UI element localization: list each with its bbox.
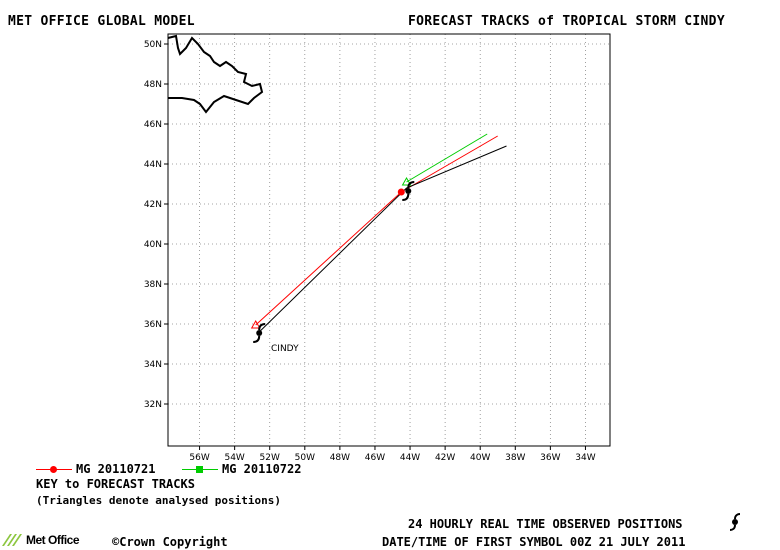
storm-name-label: CINDY (271, 344, 299, 354)
met-office-logo[interactable]: Met Office (2, 532, 82, 548)
lon-label: 56W (189, 453, 209, 463)
met-office-logo-text: Met Office (26, 533, 80, 547)
lon-label: 42W (435, 453, 455, 463)
track-line (258, 145, 507, 333)
analysed-position-triangle (250, 319, 261, 329)
coastline-newfoundland (167, 34, 264, 114)
lat-label: 46N (144, 120, 162, 130)
copyright: ©Crown Copyright (112, 535, 228, 549)
lon-label: 36W (540, 453, 560, 463)
lat-label: 32N (144, 400, 162, 410)
lat-label: 42N (144, 200, 162, 210)
lon-label: 44W (400, 453, 420, 463)
key-track-2: MG 20110722 (182, 462, 301, 476)
storm-symbol-icon (729, 513, 741, 531)
lat-label: 34N (144, 360, 162, 370)
map-frame (167, 33, 611, 447)
red-track-swatch (36, 465, 72, 474)
axis-labels: 50N 48N 46N 44N 42N 40N 38N 36N 34N 32N 56W 54W 52W 5… (144, 40, 596, 463)
model-title: MET OFFICE GLOBAL MODEL (8, 14, 195, 29)
key-track-2-label: MG 20110722 (222, 462, 302, 476)
observed-positions-note: 24 HOURLY REAL TIME OBSERVED POSITIONS (408, 517, 683, 531)
map-grid (164, 34, 610, 450)
key-track-1: MG 20110721 (36, 462, 155, 476)
track-markers (250, 176, 415, 343)
lat-label: 38N (144, 280, 162, 290)
chart-title: FORECAST TRACKS of TROPICAL STORM CINDY (408, 14, 725, 29)
lat-label: 50N (144, 40, 162, 50)
met-office-logo-icon (2, 534, 22, 546)
key-title: KEY to FORECAST TRACKS (36, 477, 195, 491)
storm-position-symbol (253, 323, 266, 343)
lon-label: 46W (365, 453, 385, 463)
lon-label: 50W (295, 453, 315, 463)
lat-label: 44N (144, 160, 162, 170)
first-symbol-date: DATE/TIME OF FIRST SYMBOL 00Z 21 JULY 20… (382, 535, 686, 549)
lon-label: 34W (575, 453, 595, 463)
lon-label: 48W (330, 453, 350, 463)
lon-label: 40W (470, 453, 490, 463)
lon-label: 38W (505, 453, 525, 463)
lat-label: 36N (144, 320, 162, 330)
coastline (167, 34, 264, 114)
key-note: (Triangles denote analysed positions) (36, 494, 282, 507)
green-track-swatch (182, 465, 218, 474)
lon-label: 52W (260, 453, 280, 463)
track-line (406, 133, 488, 183)
lat-label: 40N (144, 240, 162, 250)
lon-label: 54W (224, 453, 244, 463)
lat-label: 48N (144, 80, 162, 90)
track-point-circle (397, 188, 405, 196)
key-track-1-label: MG 20110721 (76, 462, 156, 476)
analysed-position-triangle (401, 176, 412, 186)
storm-position-symbol (402, 181, 415, 201)
